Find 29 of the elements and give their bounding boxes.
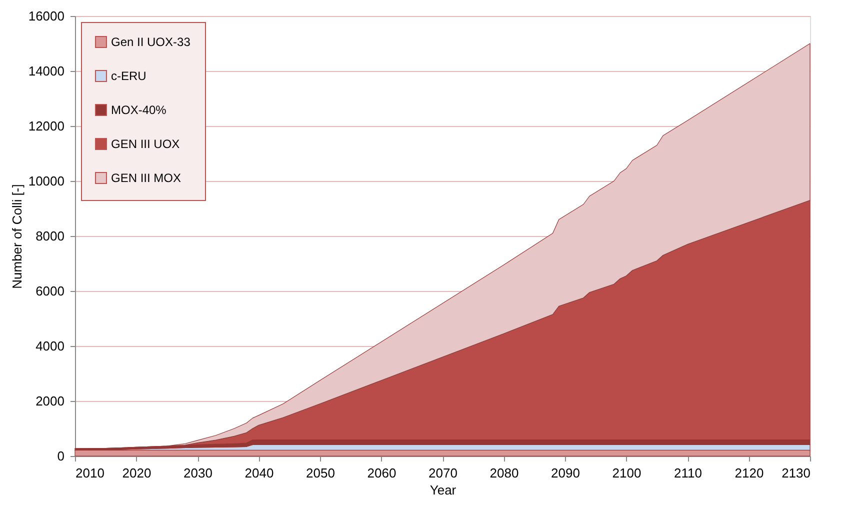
x-tick-label: 2050 [306,466,335,480]
y-tick-label: 12000 [28,118,64,134]
y-tick-label: 4000 [36,338,64,354]
legend-label: GEN III MOX [111,171,182,185]
y-tick-label: 0 [57,448,64,464]
x-tick-label: 2090 [551,466,580,480]
y-tick-label: 16000 [28,8,64,24]
y-tick-label: 6000 [36,284,64,298]
legend-label: MOX-40% [111,103,167,117]
y-tick-label: 10000 [28,174,64,188]
x-tick-label: 2110 [674,466,702,480]
x-tick-label: 2120 [734,466,764,480]
legend-label: GEN III UOX [111,137,180,151]
x-axis-title: Year [430,482,457,498]
y-tick-label: 8000 [36,228,64,244]
legend-label: Gen II UOX-33 [111,35,191,49]
legend-label: c-ERU [111,69,146,83]
x-tick-label: 2100 [612,466,642,480]
x-tick-label: 2040 [244,466,274,480]
x-tick-label: 2070 [428,466,458,480]
y-tick-label: 14000 [28,64,64,78]
x-tick-label: 2030 [184,466,212,480]
y-axis-title: Number of Colli [-] [9,184,24,289]
x-tick-label: 2010 [76,466,104,480]
x-tick-label: 2020 [122,466,152,480]
x-tick-label: 2060 [367,466,396,480]
x-tick-label: 2130 [782,466,810,480]
x-tick-label: 2080 [490,466,519,480]
y-tick-label: 2000 [36,394,64,408]
